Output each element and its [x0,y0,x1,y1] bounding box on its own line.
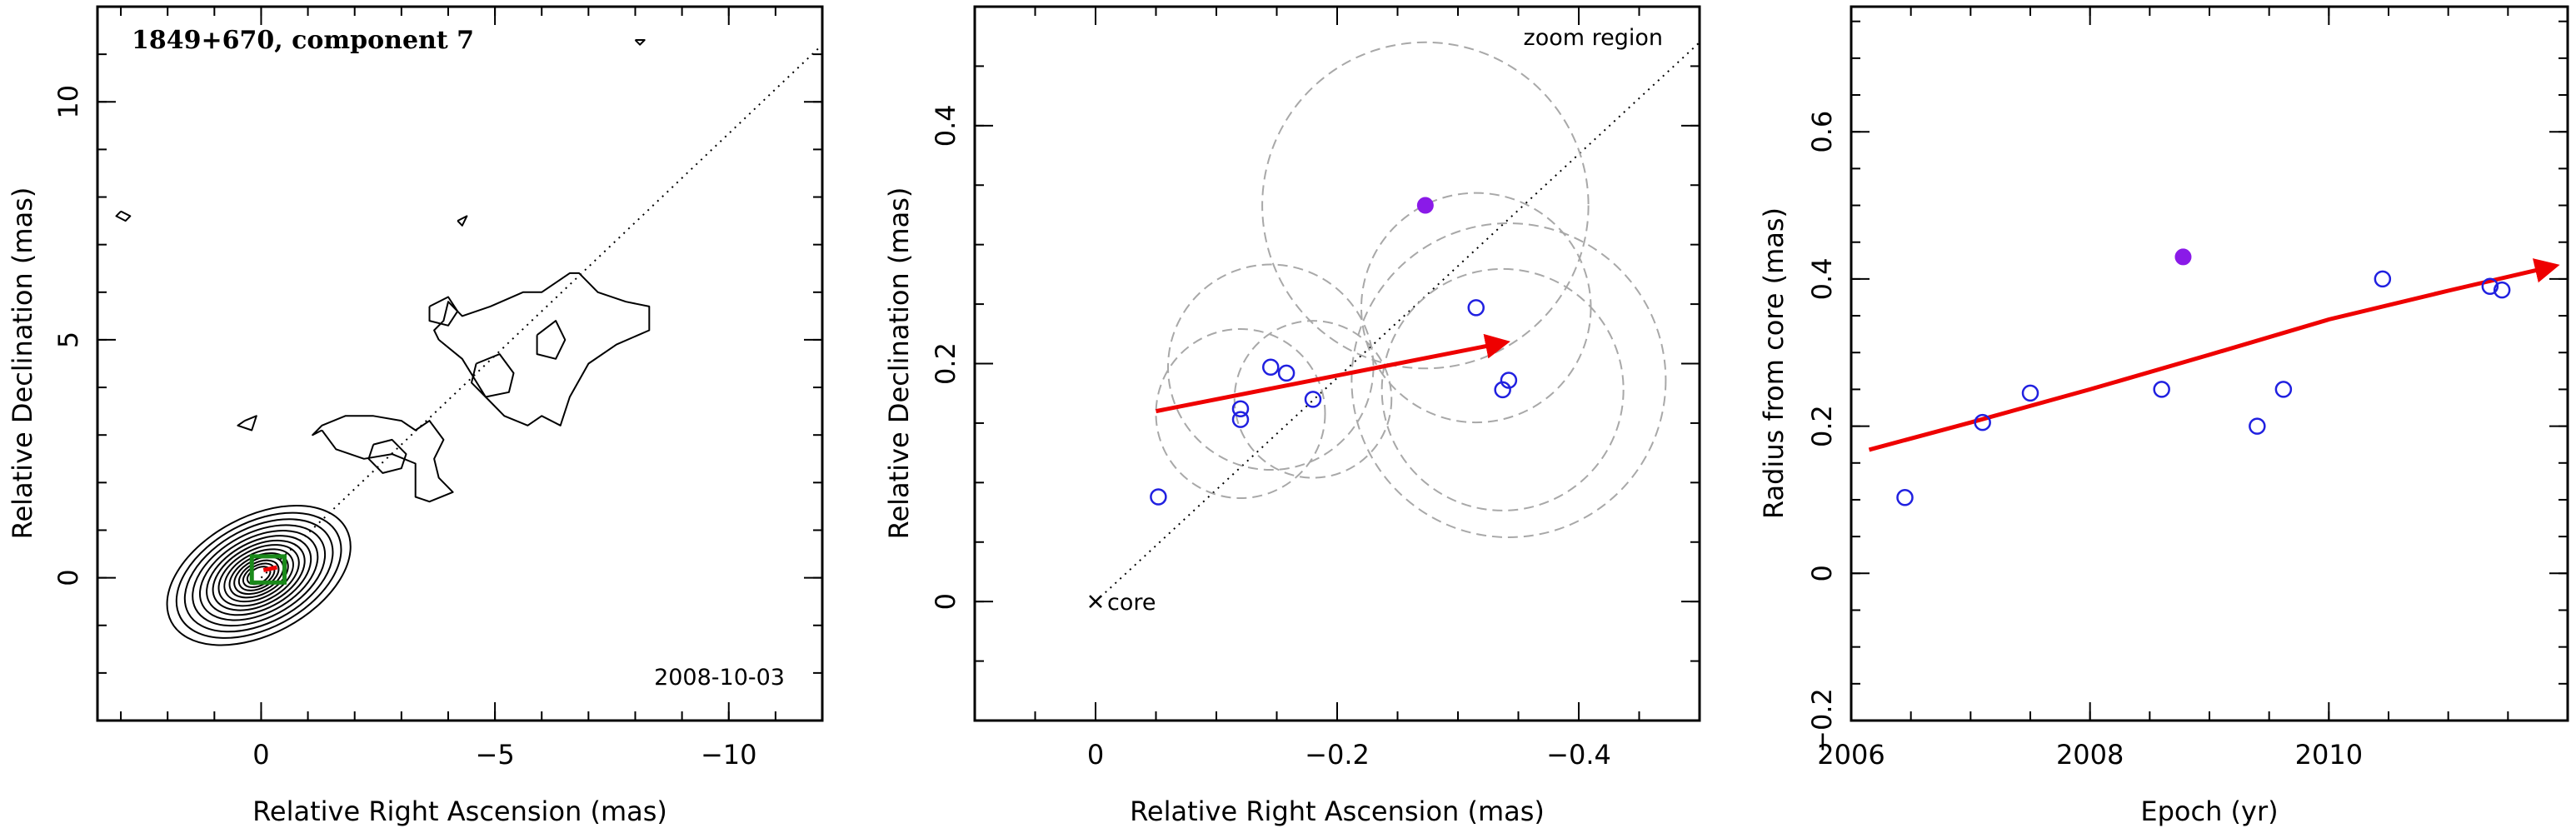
x-tick-label: 2006 [1817,739,1885,771]
core-contour [166,505,352,646]
component-position-point [1304,391,1322,408]
y-tick-label: 0.2 [1806,405,1838,447]
component-position-point [1277,364,1295,382]
jet-contour [237,415,257,431]
contour-plot-area [115,39,823,646]
core-contour [212,539,306,611]
panel1-frame [96,5,824,722]
panel3-y-axis-label: Radius from core (mas) [1758,207,1790,519]
core-label: core [1107,590,1156,616]
epoch-radius-point [2274,381,2293,398]
jet-axis-line [260,43,823,579]
epoch-radius-point [1896,489,1914,506]
epoch-radius-point [2493,281,2511,299]
y-tick-label: 5 [52,332,84,348]
epoch-radius-point [2481,277,2499,295]
epoch-radius-point [2021,384,2039,402]
core-contour [175,511,342,639]
position-error-circle [1233,320,1393,479]
component-position-point [1467,299,1485,317]
jet-contour [536,320,567,360]
x-tick-label: −0.4 [1546,739,1611,771]
y-tick-label: 10 [52,85,84,119]
component-position-point [1231,400,1250,418]
y-tick-label: 0.4 [1806,257,1838,300]
zoom-region-box [249,554,287,585]
observation-date-label: 2008-10-03 [654,665,785,691]
core-contour [242,562,276,589]
component-position-point [1262,358,1280,377]
panel1-ticks: 0 −5 −10 0 5 10 [52,6,823,771]
jet-contour [367,438,407,474]
position-error-circle [1155,327,1326,499]
zoom-region-panel: 0 −0.2 −0.4 0 0.2 0.4 zoom region core Relati… [883,5,1701,827]
position-error-circle [1167,263,1375,471]
outlier-point [2174,248,2192,266]
jet-contour [312,415,454,503]
core-contour [217,544,300,607]
panel1-title: 1849+670, component 7 [132,26,474,55]
epoch-radius-point [1974,413,1991,431]
core-contour [198,530,319,621]
x-tick-label: 0 [252,739,269,771]
core-contour [192,524,327,627]
position-error-circle [1261,41,1590,370]
y-tick-label: 0 [930,593,961,610]
radius-vs-epoch-panel: 2006 2008 2010 −0.2 0 0.2 0.4 0.6 Epoch (yr) Ra… [1758,5,2569,827]
zoom-motion-arrow [262,565,278,572]
panel3-x-axis-label: Epoch (yr) [2140,796,2278,827]
epoch-radius-point [2374,270,2392,288]
proper-motion-arrow [1156,333,1510,414]
core-marker [1089,595,1102,609]
radius-plot-area [1868,248,2560,506]
zoom-region-label: zoom region [1524,25,1663,51]
y-tick-label: 0.6 [1806,111,1838,153]
jet-contour [634,39,646,46]
core-contour [206,535,312,616]
y-tick-label: 0.2 [930,342,961,385]
panel2-y-axis-label: Relative Declination (mas) [883,187,915,540]
jet-contour [433,272,651,426]
panel2-frame [973,5,1701,722]
position-error-circle [1350,222,1667,538]
component-position-point [1500,372,1518,389]
y-tick-label: 0.4 [930,104,961,147]
jet-axis-line [1095,42,1700,602]
y-tick-label: 0 [1806,565,1838,581]
panel1-y-axis-label: Relative Declination (mas) [7,187,38,540]
jet-contour [457,215,468,227]
outlier-point [1416,197,1434,214]
x-tick-label: 2008 [2056,739,2124,771]
x-tick-label: −5 [476,739,515,771]
jet-contour [428,296,459,327]
component-position-point [1231,411,1250,428]
fit-curve-arrow [1868,258,2560,452]
zoom-plot-area [1089,41,1700,609]
panel1-x-axis-label: Relative Right Ascension (mas) [252,796,667,827]
panel2-x-axis-label: Relative Right Ascension (mas) [1130,796,1545,827]
contour-map-panel: 0 −5 −10 0 5 10 1849+670, component 7 2008-10… [7,5,824,827]
position-error-circle [1380,267,1625,511]
x-tick-label: −10 [701,739,757,771]
x-tick-label: 0 [1087,739,1104,771]
epoch-radius-point [2249,417,2266,435]
y-tick-label: −0.2 [1806,688,1838,753]
jet-contour [471,353,515,398]
x-tick-label: −0.2 [1305,739,1370,771]
y-tick-label: 0 [52,569,84,586]
epoch-radius-point [2153,381,2170,398]
panel3-frame [1850,5,2569,722]
core-contour [223,548,294,603]
x-tick-label: 2010 [2295,739,2363,771]
jet-contour [115,210,132,222]
component-position-point [1494,381,1511,399]
position-error-circle [1360,192,1592,424]
component-position-point [1150,488,1167,506]
core-contour [183,518,334,633]
panel2-ticks: 0 −0.2 −0.4 0 0.2 0.4 [930,6,1700,771]
panel3-ticks: 2006 2008 2010 −0.2 0 0.2 0.4 0.6 [1806,7,2569,771]
